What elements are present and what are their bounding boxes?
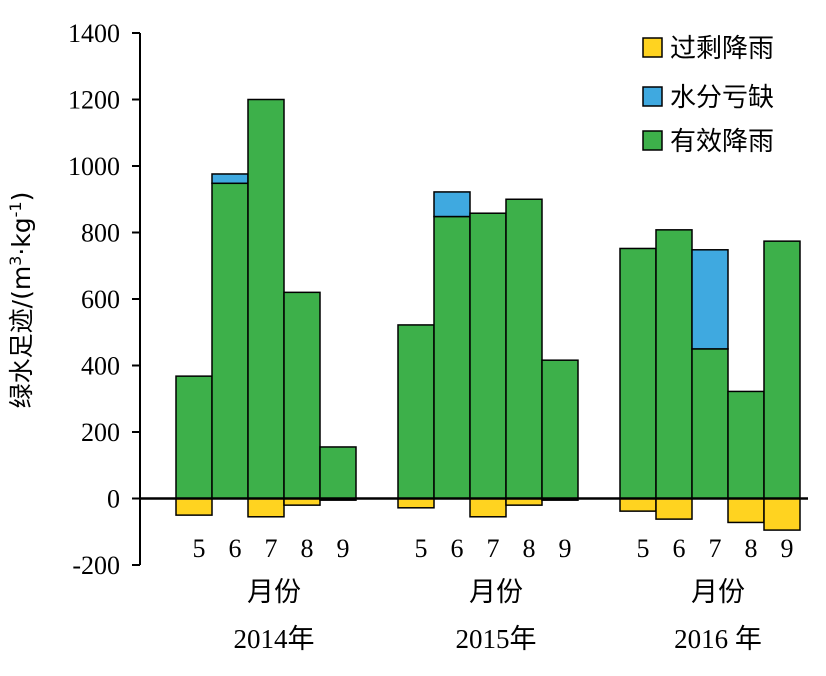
bar-effective-rain [397, 324, 435, 500]
bar-water-deficit [433, 191, 471, 218]
legend-swatch [642, 130, 663, 151]
bar-effective-rain [283, 291, 321, 500]
bar-effective-rain [727, 390, 765, 500]
bar-effective-rain [319, 446, 357, 500]
month-tick-label: 6 [229, 534, 242, 563]
month-axis-label: 月份 [247, 577, 301, 607]
legend-label: 过剩降雨 [670, 34, 774, 64]
y-tick-label: 800 [81, 219, 120, 248]
bar-excess-rain [727, 497, 765, 524]
bar-effective-rain [211, 182, 249, 500]
y-axis-label: 绿水足迹/(m3·kg-1) [6, 192, 37, 409]
bar-effective-rain [469, 212, 507, 500]
bar-excess-rain [655, 497, 693, 520]
bar-water-deficit [211, 173, 249, 185]
bar-water-deficit [691, 249, 729, 350]
month-tick-label: 6 [673, 534, 686, 563]
y-tick-label: 1200 [68, 86, 120, 115]
legend-label: 水分亏缺 [670, 83, 774, 113]
month-tick-label: 8 [301, 534, 314, 563]
y-tick-label: 1400 [68, 19, 120, 48]
year-label: 2016 年 [674, 624, 762, 654]
bar-effective-rain [541, 359, 579, 500]
month-tick-label: 7 [265, 534, 278, 563]
month-tick-label: 5 [637, 534, 650, 563]
month-tick-label: 9 [781, 534, 794, 563]
month-tick-label: 5 [193, 534, 206, 563]
month-axis-label: 月份 [469, 577, 523, 607]
month-tick-label: 9 [337, 534, 350, 563]
y-tick-label: 200 [81, 418, 120, 447]
bar-effective-rain [619, 247, 657, 500]
month-tick-label: 8 [523, 534, 536, 563]
legend-label: 有效降雨 [670, 127, 774, 157]
bar-effective-rain [655, 229, 693, 500]
y-tick-label: -200 [72, 551, 120, 580]
bar-effective-rain [763, 240, 801, 500]
month-tick-label: 5 [415, 534, 428, 563]
bar-excess-rain [619, 497, 657, 512]
y-axis: -200 0 200 400 600 800 1000 1200 1400 [68, 19, 141, 580]
bar-effective-rain [247, 98, 285, 500]
y-tick-label: 600 [81, 285, 120, 314]
month-tick-label: 7 [487, 534, 500, 563]
year-label: 2014年 [234, 624, 315, 654]
bar-effective-rain [175, 375, 213, 500]
bar-excess-rain [175, 497, 213, 516]
legend-swatch [642, 37, 663, 58]
bar-excess-rain [247, 497, 285, 518]
bars [140, 98, 808, 531]
bar-excess-rain [763, 497, 801, 531]
y-tick-label: 1000 [68, 152, 120, 181]
month-tick-label: 9 [559, 534, 572, 563]
year-label: 2015年 [456, 624, 537, 654]
bar-effective-rain [433, 215, 471, 500]
y-tick-label: 0 [107, 485, 120, 514]
bar-effective-rain [505, 198, 543, 500]
month-tick-label: 6 [451, 534, 464, 563]
month-tick-label: 8 [745, 534, 758, 563]
y-tick-label: 400 [81, 352, 120, 381]
bar-excess-rain [397, 497, 435, 509]
legend-swatch [642, 86, 663, 107]
bar-excess-rain [469, 497, 507, 518]
bar-effective-rain [691, 348, 729, 500]
month-tick-label: 7 [709, 534, 722, 563]
month-axis-label: 月份 [691, 577, 745, 607]
